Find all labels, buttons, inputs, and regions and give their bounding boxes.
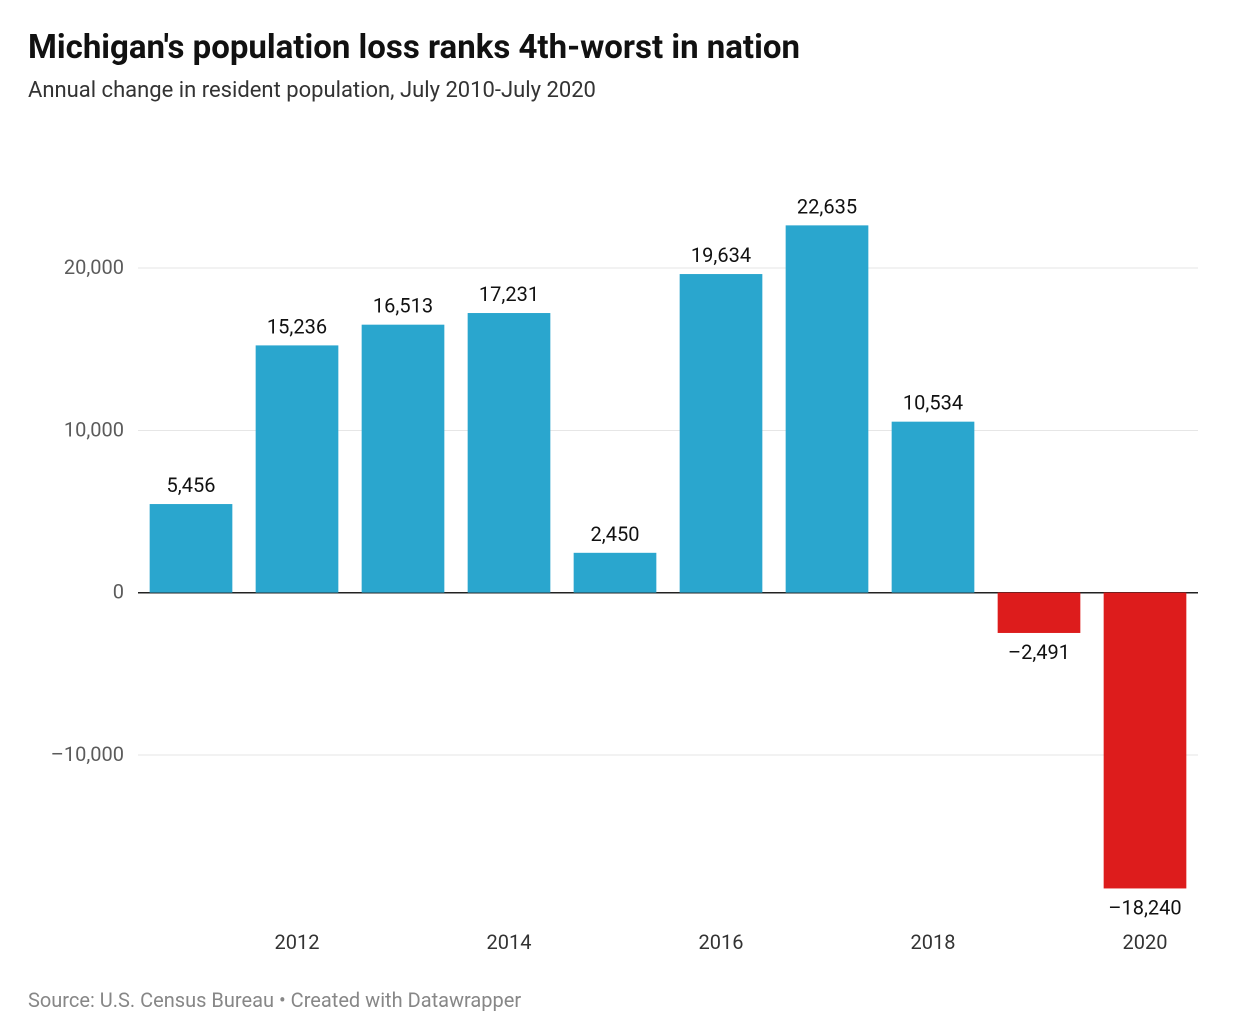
bar-value-label: –18,240 (1108, 895, 1181, 919)
x-tick: 2016 (699, 930, 744, 954)
chart-title: Michigan's population loss ranks 4th-wor… (28, 28, 1212, 68)
y-tick: 20,000 (64, 255, 124, 279)
bar (574, 552, 657, 592)
bar-value-label: 16,513 (373, 293, 433, 317)
bar (362, 324, 445, 592)
bar-value-label: 10,534 (903, 390, 963, 414)
y-tick: –10,000 (51, 741, 124, 765)
bar (256, 345, 339, 592)
svg-text:10,000: 10,000 (64, 417, 124, 441)
svg-text:2012: 2012 (275, 930, 320, 954)
svg-text:20,000: 20,000 (64, 255, 124, 279)
bar (680, 274, 763, 593)
x-tick: 2012 (275, 930, 320, 954)
bar-value-label: –2,491 (1008, 640, 1070, 664)
bar (1104, 592, 1187, 888)
svg-text:0: 0 (113, 579, 124, 603)
svg-text:2018: 2018 (911, 930, 956, 954)
svg-text:2016: 2016 (699, 930, 744, 954)
y-tick: 0 (113, 579, 124, 603)
svg-text:2020: 2020 (1123, 930, 1168, 954)
bar-value-label: 22,635 (797, 194, 857, 218)
bar (150, 504, 233, 593)
bar-value-label: 19,634 (691, 243, 751, 267)
chart-source: Source: U.S. Census Bureau • Created wit… (28, 988, 521, 1012)
bar (892, 421, 975, 592)
bar-value-label: 17,231 (479, 282, 539, 306)
bar (998, 592, 1081, 632)
bar-value-label: 5,456 (167, 473, 216, 497)
bar (468, 313, 551, 593)
y-tick: 10,000 (64, 417, 124, 441)
x-tick: 2018 (911, 930, 956, 954)
chart-container: Michigan's population loss ranks 4th-wor… (0, 0, 1240, 1026)
bar-value-label: 2,450 (591, 521, 640, 545)
x-tick: 2014 (487, 930, 532, 954)
svg-text:–10,000: –10,000 (51, 741, 124, 765)
bar (786, 225, 869, 592)
bar-value-label: 15,236 (267, 314, 327, 338)
bar-chart: –10,000 0 10,000 20,000 5,456 15,236 16,513 17,… (28, 127, 1212, 957)
x-tick: 2020 (1123, 930, 1168, 954)
svg-text:2014: 2014 (487, 930, 532, 954)
chart-subtitle: Annual change in resident population, Ju… (28, 78, 1212, 103)
